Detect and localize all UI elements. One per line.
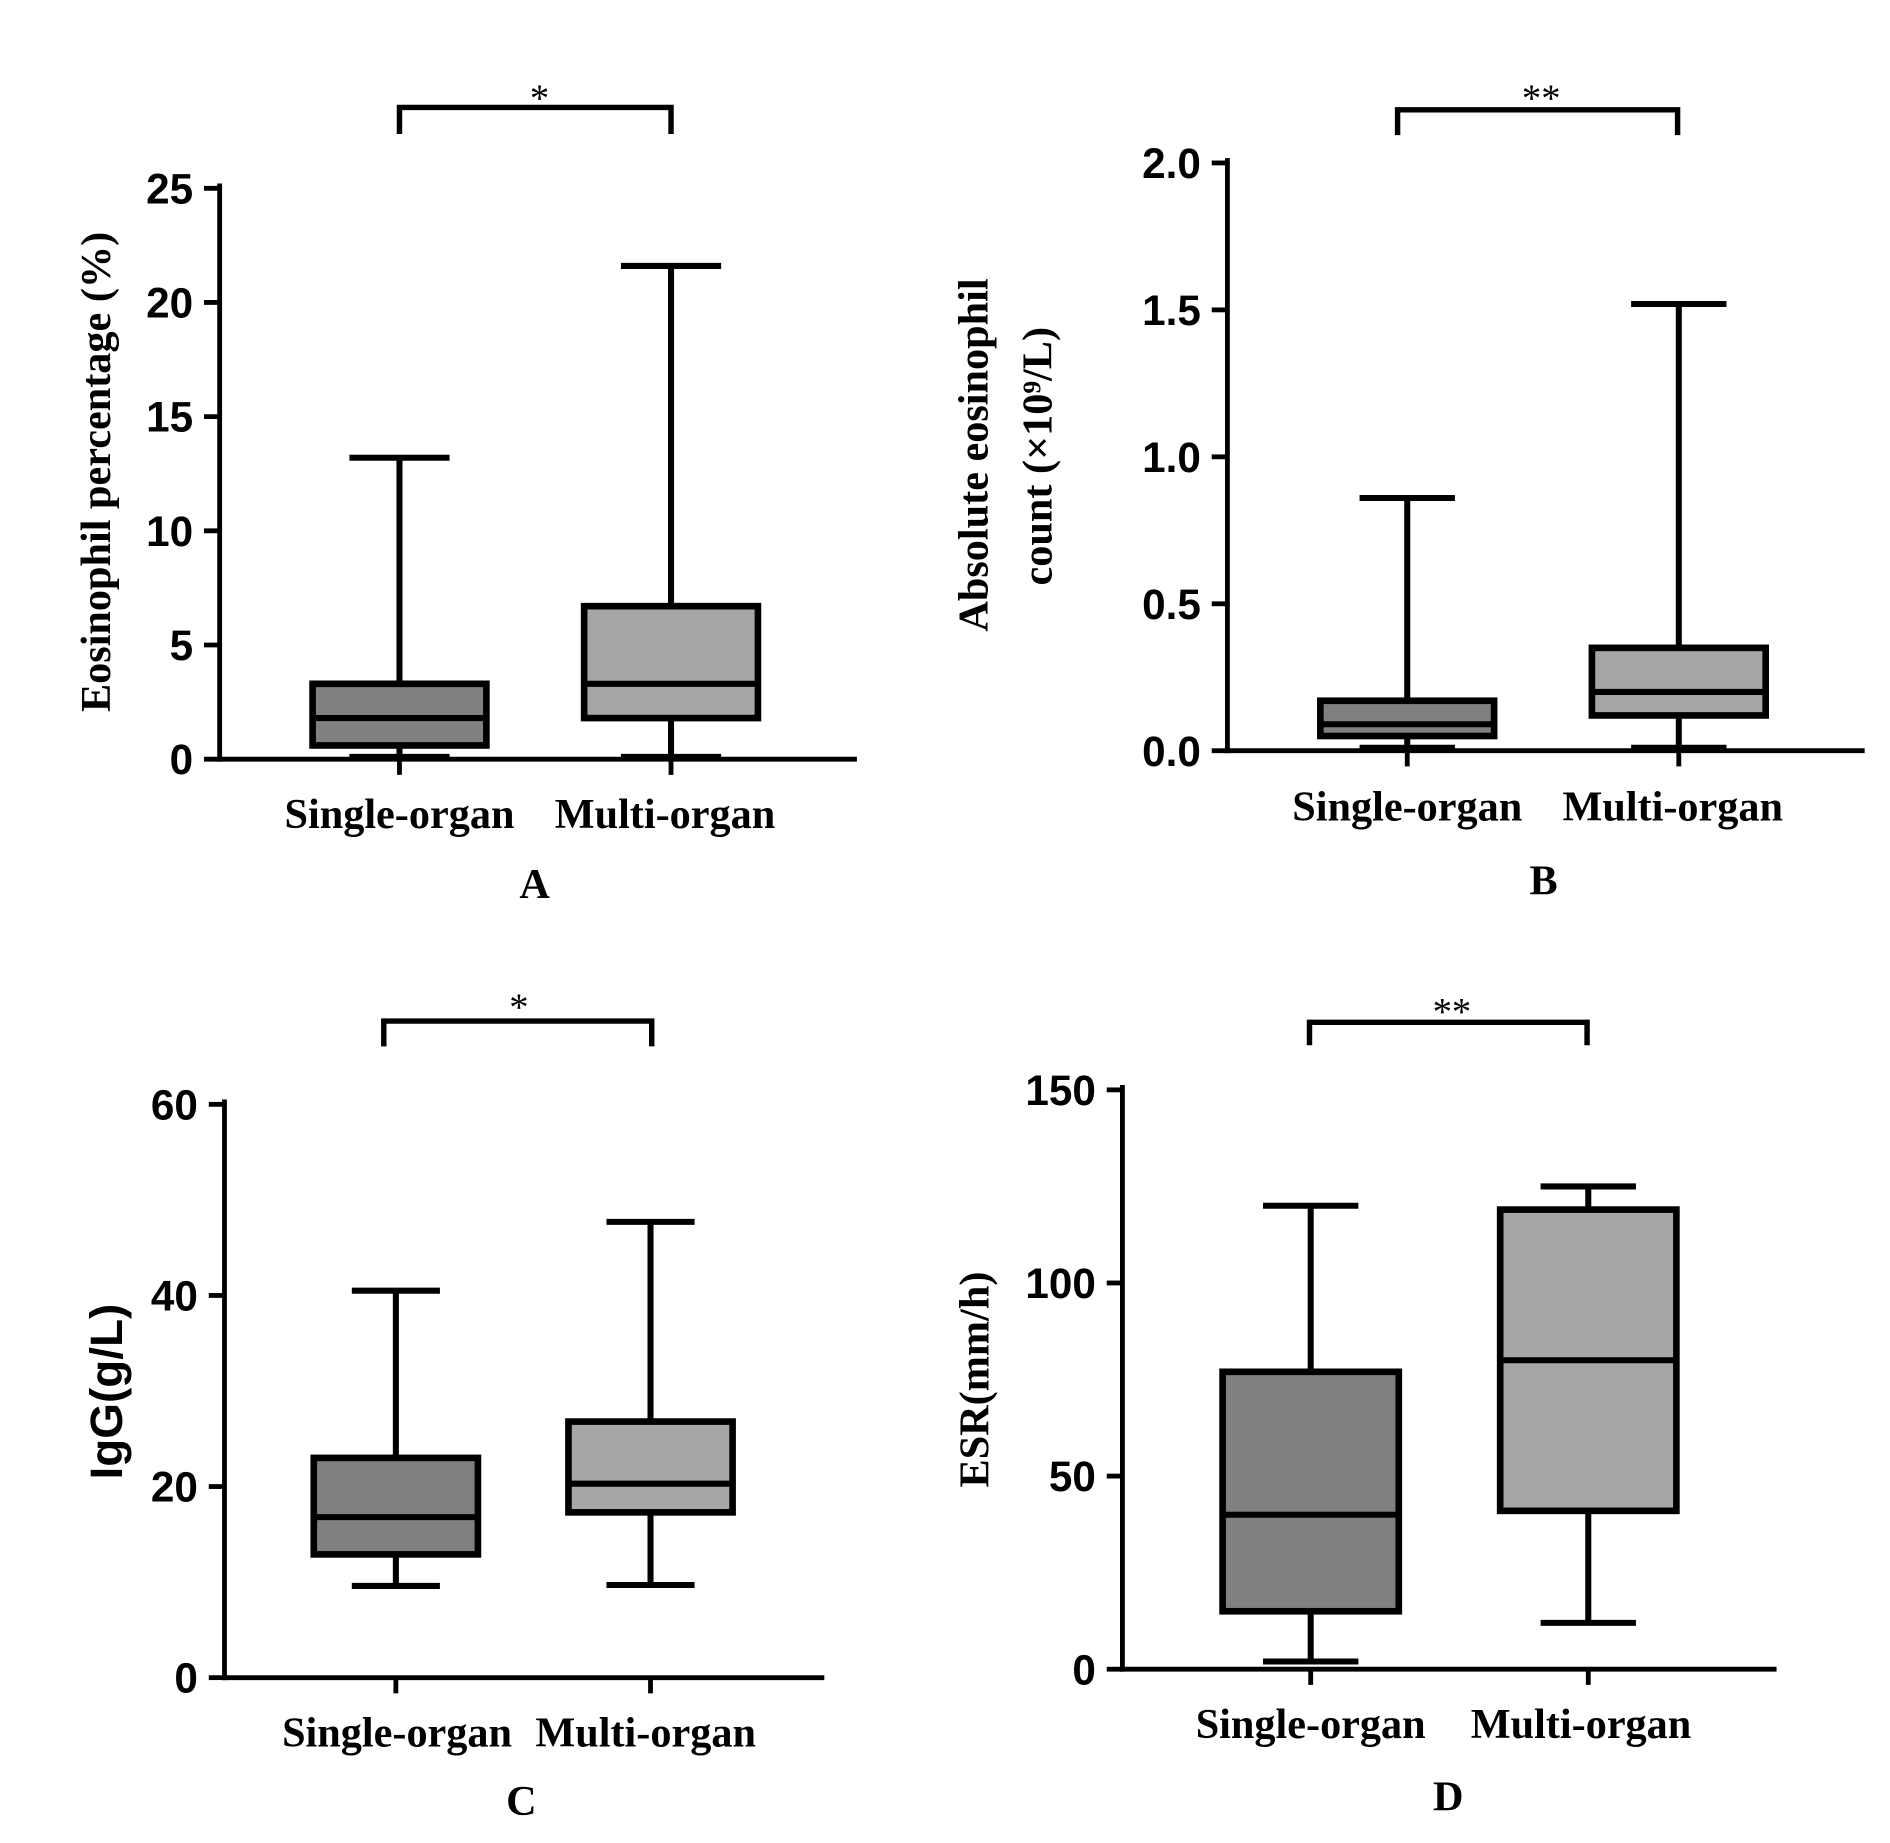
y-tick-label: 20: [146, 280, 193, 327]
panel-label: C: [506, 1778, 537, 1825]
y-tick-label: 1.5: [1142, 287, 1201, 334]
panel-b: 0.0 0.5 1.0 1.5 2.0 Single-organ Multi-organ **…: [950, 78, 1865, 904]
y-tick-label: 0: [1072, 1646, 1095, 1693]
y-axis-label: IgG(g/L): [80, 1304, 132, 1480]
box-group-multi-organ: Multi-organ: [1562, 300, 1783, 831]
box-group-single-organ: Single-organ: [1196, 1202, 1426, 1748]
y-tick-label: 150: [1025, 1067, 1095, 1114]
significance-label: **: [1433, 992, 1472, 1034]
significance-label: *: [509, 987, 528, 1029]
significance-label: **: [1522, 78, 1561, 120]
panel-d: 0 50 100 150 Single-organ Multi-organ ** ESR(mm…: [952, 992, 1777, 1820]
significance-bracket: [1306, 1019, 1590, 1046]
category-label-single-organ: Single-organ: [282, 1709, 512, 1756]
panel-label: B: [1530, 857, 1558, 904]
category-label-single-organ: Single-organ: [285, 791, 515, 838]
significance-bracket: [396, 104, 674, 134]
y-tick-label: 10: [146, 508, 193, 555]
category-label-multi-organ: Multi-organ: [1471, 1701, 1692, 1748]
y-tick-label: 40: [151, 1273, 198, 1320]
y-tick-label: 2.0: [1142, 140, 1201, 187]
y-tick-label: 0.5: [1142, 581, 1201, 628]
y-tick-label: 5: [170, 622, 193, 669]
y-tick-label: 25: [146, 165, 193, 212]
iqr-box: [580, 602, 762, 722]
panel-c: 0 20 40 60 Single-organ Multi-organ * IgG(g/L) C: [80, 987, 825, 1825]
y-axis-label: ESR(mm/h): [952, 1272, 999, 1488]
significance-bracket: [1394, 107, 1681, 136]
y-tick-label: 0: [170, 736, 193, 783]
y-tick-label: 50: [1049, 1453, 1096, 1500]
y-axis-label: Absolute eosinophil: [950, 278, 997, 631]
box-group-multi-organ: Multi-organ: [535, 1218, 756, 1756]
panel-label: D: [1433, 1773, 1464, 1820]
y-tick-label: 0.0: [1142, 728, 1201, 775]
iqr-box: [1219, 1368, 1403, 1615]
category-label-multi-organ: Multi-organ: [555, 791, 776, 838]
category-label-single-organ: Single-organ: [1292, 784, 1522, 831]
category-label-single-organ: Single-organ: [1196, 1701, 1426, 1748]
iqr-box: [309, 680, 490, 749]
category-label-multi-organ: Multi-organ: [1562, 784, 1783, 831]
panel-label: A: [519, 861, 550, 908]
iqr-box: [1317, 697, 1498, 740]
significance-label: *: [530, 78, 549, 120]
y-axis-label: count (×10⁹/L): [1014, 327, 1061, 585]
iqr-box: [565, 1418, 736, 1516]
y-tick-label: 60: [151, 1081, 198, 1128]
panel-a: 0 5 10 15 20 25 Single-organ Multi-organ * Eosino…: [73, 78, 857, 908]
significance-bracket: [381, 1018, 655, 1047]
y-tick-label: 0: [174, 1655, 197, 1702]
iqr-box: [310, 1454, 482, 1558]
y-tick-label: 20: [151, 1464, 198, 1511]
y-tick-label: 100: [1025, 1260, 1095, 1307]
category-label-multi-organ: Multi-organ: [535, 1709, 756, 1756]
box-group-single-organ: Single-organ: [282, 1287, 512, 1756]
y-tick-label: 1.0: [1142, 434, 1201, 481]
box-group-single-organ: Single-organ: [285, 454, 515, 838]
iqr-box: [1588, 644, 1770, 719]
y-axis-label: Eosinophil percentage (%): [73, 232, 120, 712]
box-group-multi-organ: Multi-organ: [555, 262, 776, 838]
box-group-single-organ: Single-organ: [1292, 494, 1522, 831]
y-tick-label: 15: [146, 394, 193, 441]
box-group-multi-organ: Multi-organ: [1471, 1183, 1692, 1748]
